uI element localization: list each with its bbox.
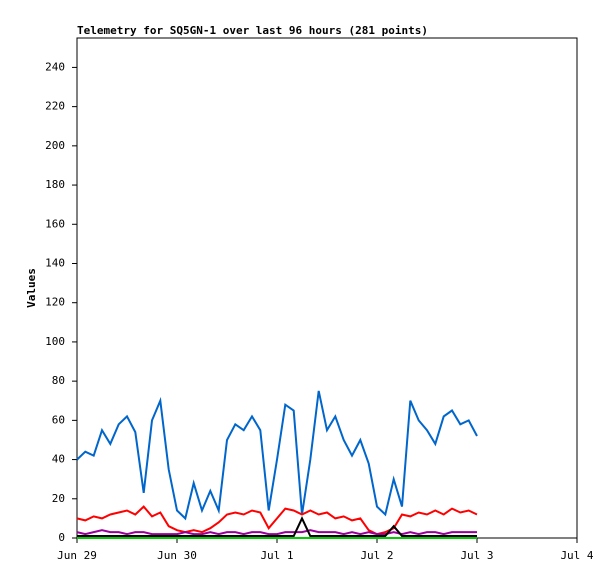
chart-title: Telemetry for SQ5GN-1 over last 96 hours… <box>77 24 428 37</box>
y-tick-label: 20 <box>52 492 65 505</box>
series-line <box>76 390 478 521</box>
y-tick-label: 180 <box>45 178 65 191</box>
y-tick-label: 200 <box>45 139 65 152</box>
series-line <box>76 529 477 536</box>
y-tick-label: 160 <box>45 217 65 230</box>
y-axis-label: Values <box>25 268 38 308</box>
y-tick-label: 100 <box>45 335 65 348</box>
series-line <box>77 516 477 537</box>
x-tick-label: Jul 4 <box>560 549 593 562</box>
x-tick-label: Jul 3 <box>460 549 493 562</box>
y-tick-label: 140 <box>45 256 65 269</box>
y-tick-label: 60 <box>52 413 65 426</box>
y-tick-label: 220 <box>45 100 65 113</box>
y-tick-label: 40 <box>52 453 65 466</box>
y-tick-label: 80 <box>52 374 65 387</box>
y-tick-label: 120 <box>45 296 65 309</box>
x-tick-label: Jul 1 <box>260 549 293 562</box>
series-line <box>76 505 478 536</box>
x-tick-label: Jul 2 <box>360 549 393 562</box>
y-tick-label: 240 <box>45 60 65 73</box>
x-tick-label: Jun 29 <box>57 549 97 562</box>
y-tick-label: 0 <box>58 531 65 544</box>
x-tick-label: Jun 30 <box>157 549 197 562</box>
